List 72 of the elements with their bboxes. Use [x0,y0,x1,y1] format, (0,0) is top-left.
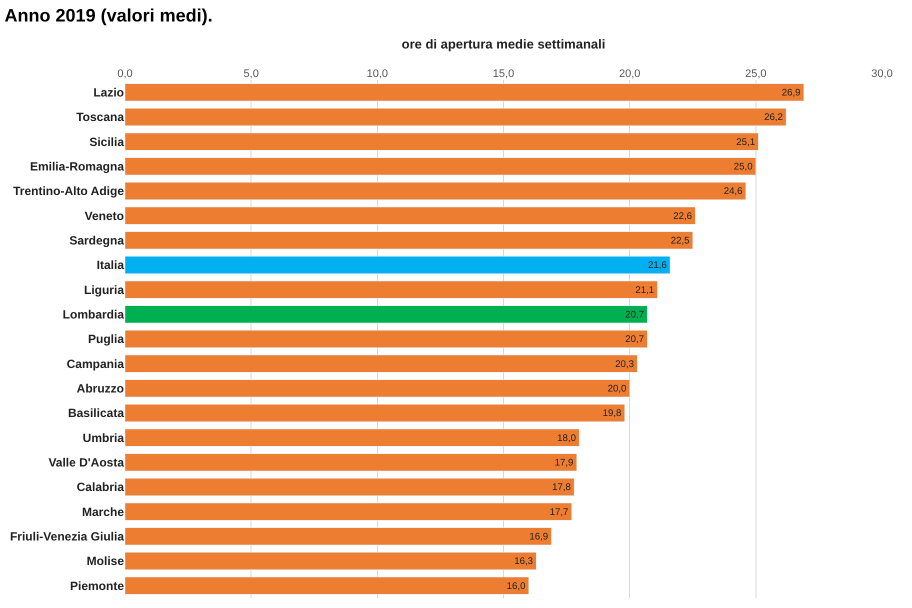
x-tick-label: 0,0 [117,68,133,80]
y-tick-label: Abruzzo [76,382,124,396]
chart-title: Anno 2019 (valori medi). [4,6,213,26]
bar [125,132,759,151]
x-axis-title: ore di apertura medie settimanali [402,36,606,52]
data-label: 26,9 [782,88,801,99]
bar [125,502,572,521]
data-label: 22,6 [673,210,692,222]
bar [125,404,625,422]
data-label: 21,1 [635,284,654,296]
bar [125,182,746,200]
y-tick-label: Umbria [82,430,124,445]
data-label: 20,7 [625,334,644,346]
y-tick-label: Campania [66,356,124,371]
data-label: 20,7 [625,310,644,321]
y-tick-label: Lazio [93,86,124,100]
y-tick-label: Toscana [76,110,124,124]
data-label: 25,1 [736,136,756,148]
bar [125,305,648,324]
y-tick-label: Valle D'Aosta [48,456,124,470]
bar [125,478,574,496]
data-label: 17,9 [554,458,574,469]
y-tick-label: Friuli-Venezia Giulia [10,530,124,544]
data-label: 16,0 [506,580,526,592]
y-tick-label: Sicilia [89,134,124,149]
bar [125,354,638,373]
data-label: 20,3 [615,358,634,370]
bar [125,552,537,570]
y-tick-label: Molise [86,554,124,568]
x-tick-label: 25,0 [745,68,767,80]
y-tick-label: Piemonte [70,578,124,593]
data-label: 26,2 [764,112,783,124]
bar [125,576,529,595]
y-tick-label: Emilia-Romagna [30,160,124,174]
bar [125,330,648,348]
y-tick-label: Italia [96,258,124,272]
data-label: 24,6 [724,186,742,198]
bar [125,527,552,546]
bar [125,108,786,126]
y-tick-label: Sardegna [69,234,124,248]
bar [125,256,670,274]
y-tick-label: Trentino-Alto Adige [13,184,124,198]
x-tick-label: 15,0 [492,68,514,80]
data-label: 17,8 [552,482,571,494]
bar [125,231,693,250]
y-tick-label: Veneto [84,208,124,223]
data-label: 18,0 [557,432,576,444]
x-tick-label: 30,0 [871,68,893,80]
bar [125,453,577,472]
bar [125,157,756,176]
y-tick-label: Puglia [88,332,124,346]
bar [125,428,580,447]
data-label: 16,3 [514,556,534,568]
bar [125,83,804,102]
y-tick-label: Marche [82,504,124,519]
x-tick-label: 5,0 [244,68,259,80]
bar [125,280,658,299]
y-tick-label: Lombardia [62,308,124,322]
y-tick-label: Calabria [76,480,124,494]
data-label: 16,9 [529,532,548,543]
x-tick-label: 10,0 [366,68,388,80]
data-label: 17,7 [550,506,568,518]
y-tick-label: Liguria [84,282,124,297]
x-tick-label: 20,0 [618,68,640,80]
data-label: 22,5 [670,236,690,247]
y-tick-label: Basilicata [68,406,124,420]
data-label: 19,8 [602,408,622,420]
data-label: 25,0 [734,162,753,173]
data-label: 21,6 [648,260,667,272]
data-label: 20,0 [608,384,626,395]
bar [125,379,630,398]
bar [125,206,696,225]
